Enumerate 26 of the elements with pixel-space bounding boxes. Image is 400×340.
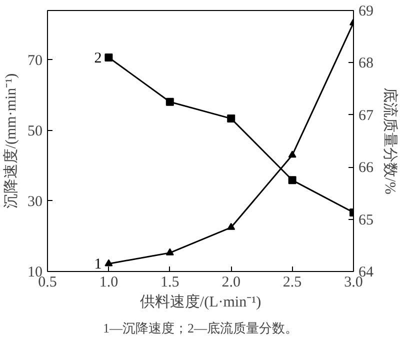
point [227,222,236,230]
y2-tick-label: 67 [358,108,374,124]
point [166,98,174,106]
y-tick-label: 30 [28,194,42,210]
text: 1—沉降速度；2—底流质量分数。 [103,320,298,336]
y2-tick-label: 65 [358,212,374,228]
point [227,114,236,123]
y2-tick-label: 68 [358,56,374,72]
annotation: 1 [94,256,102,273]
point [104,53,113,62]
x-axis-title: 供料速度/(L·min⁻¹) [140,294,262,310]
y2-tick-label: 66 [358,160,374,176]
annotation: 2 [94,50,102,66]
point [166,248,174,256]
point [104,259,113,266]
y2-tick-label: 69 [358,4,374,20]
point [288,150,296,158]
y2-axis-title: 底流质量分数/% [382,88,398,194]
y-tick-label: 50 [28,123,42,140]
x-tick-label: 1.0 [99,274,118,290]
y-axis-title: 沉降速度/(mm·min⁻¹) [2,73,20,209]
x-tick-label: 2.0 [222,274,240,290]
point [288,176,296,184]
x-tick-label: 2.5 [282,274,302,290]
y-tick-label: 70 [28,52,42,69]
x-tick-label: 1.5 [160,274,180,290]
